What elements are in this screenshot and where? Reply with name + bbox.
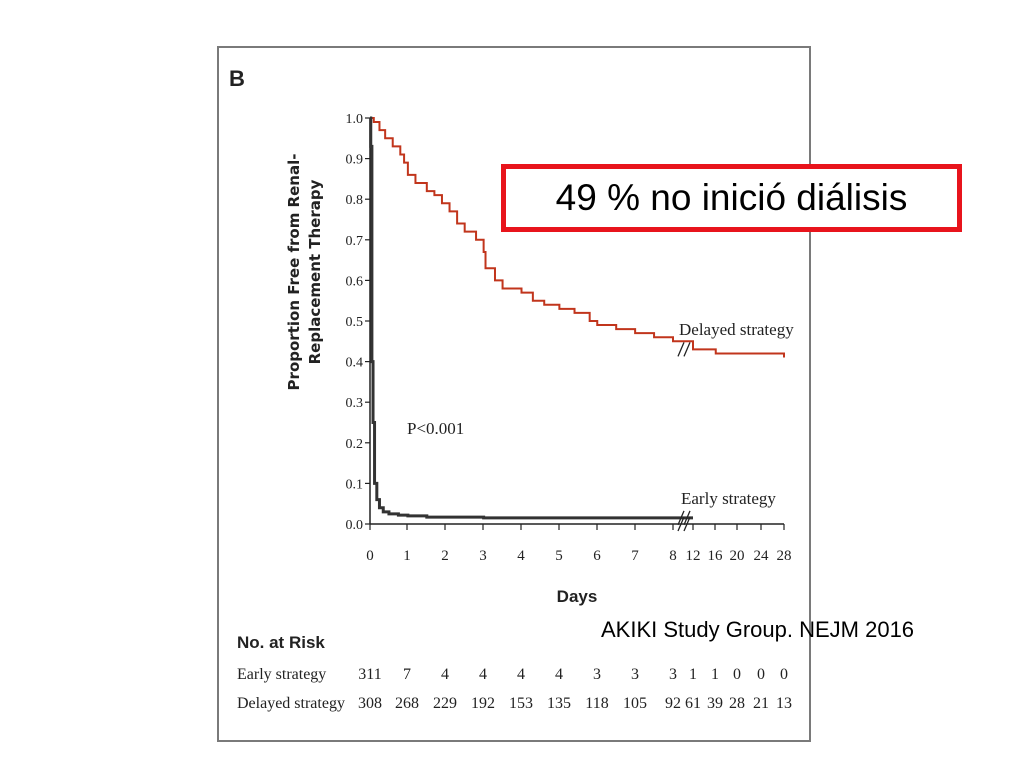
citation-text: AKIKI Study Group. NEJM 2016 — [601, 617, 915, 642]
risk-cell: 13 — [776, 695, 792, 712]
risk-cell: 21 — [753, 695, 769, 712]
delayed-strategy-label: Delayed strategy — [679, 320, 794, 339]
y-tick-label: 0.8 — [346, 193, 364, 208]
risk-cell: 1 — [711, 666, 719, 683]
risk-cell: 268 — [395, 695, 419, 712]
risk-cell: 1 — [689, 666, 697, 683]
panel-label: B — [229, 66, 245, 91]
delayed-axis-break-mark — [677, 342, 685, 357]
x-tick-label: 20 — [730, 548, 745, 564]
x-tick-label: 28 — [777, 548, 792, 564]
risk-cell: 229 — [433, 695, 457, 712]
risk-cell: 3 — [593, 666, 601, 683]
y-tick-label: 0.5 — [346, 315, 364, 330]
x-tick-label: 24 — [754, 548, 770, 564]
callout-box: 49 % no inició diálisis — [501, 164, 962, 232]
delayed-axis-break-mark — [683, 342, 691, 357]
risk-cell: 0 — [757, 666, 765, 683]
figure-panel: B Proportion Free from Renal- Replacemen… — [217, 46, 811, 742]
early-axis-break-mark — [683, 510, 691, 526]
risk-table-title: No. at Risk — [237, 633, 325, 652]
risk-cell: 308 — [358, 695, 382, 712]
risk-cell: 4 — [555, 666, 563, 683]
y-tick-label: 0.4 — [346, 356, 364, 371]
p-value-label: P<0.001 — [407, 419, 464, 438]
risk-cell: 0 — [733, 666, 741, 683]
x-tick-label: 5 — [555, 548, 563, 564]
risk-cell: 192 — [471, 695, 495, 712]
risk-cell: 118 — [585, 695, 608, 712]
early-strategy-line — [369, 116, 693, 520]
risk-row-label: Early strategy — [237, 666, 326, 683]
x-axis-break-mark — [677, 516, 685, 532]
risk-cell: 28 — [729, 695, 745, 712]
y-tick-label: 0.0 — [346, 518, 364, 533]
y-tick-label: 0.9 — [346, 153, 364, 168]
risk-cell: 61 — [685, 695, 701, 712]
risk-cell: 7 — [403, 666, 411, 683]
early-strategy-label: Early strategy — [681, 489, 776, 508]
x-tick-label: 7 — [631, 548, 639, 564]
risk-cell: 3 — [669, 666, 677, 683]
y-tick-label: 0.6 — [346, 274, 364, 289]
x-tick-label: 2 — [441, 548, 449, 564]
risk-cell: 3 — [631, 666, 639, 683]
x-tick-label: 6 — [593, 548, 601, 564]
risk-cell: 0 — [780, 666, 788, 683]
callout-text: 49 % no inició diálisis — [555, 177, 908, 218]
delayed-strategy-line — [370, 117, 785, 358]
risk-cell: 4 — [441, 666, 449, 683]
y-axis-label: Proportion Free from Renal- Replacement … — [285, 154, 324, 391]
x-tick-label: 1 — [403, 548, 411, 564]
x-tick-label: 16 — [708, 548, 724, 564]
x-tick-label: 3 — [479, 548, 487, 564]
early-axis-break-mark — [677, 510, 685, 526]
plot-area: 0.00.10.20.30.40.50.60.70.80.91.00 1 2 3 4 5 6… — [346, 112, 795, 564]
risk-row-label: Delayed strategy — [237, 695, 345, 712]
y-tick-label: 0.2 — [346, 437, 364, 452]
x-axis-break-mark — [683, 516, 691, 532]
y-axis-label-line2: Replacement Therapy — [306, 179, 324, 364]
y-tick-label: 0.7 — [346, 234, 364, 249]
x-tick-label: 4 — [517, 548, 525, 564]
x-tick-label: 12 — [686, 548, 701, 564]
y-tick-label: 1.0 — [346, 112, 364, 127]
risk-cell: 311 — [358, 666, 381, 683]
risk-cell: 105 — [623, 695, 647, 712]
x-tick-label: 0 — [366, 548, 374, 564]
y-tick-label: 0.1 — [346, 477, 364, 492]
x-axis-label: Days — [557, 587, 598, 606]
risk-cell: 4 — [479, 666, 487, 683]
y-tick-label: 0.3 — [346, 396, 364, 411]
risk-cell: 153 — [509, 695, 533, 712]
x-tick-label: 8 — [669, 548, 677, 564]
risk-table: No. at Risk Early strategy 311 7 4 4 4 4 3 3 3 1 1 0… — [237, 633, 792, 712]
y-axis-label-line1: Proportion Free from Renal- — [285, 154, 303, 391]
risk-cell: 135 — [547, 695, 571, 712]
risk-cell: 39 — [707, 695, 723, 712]
risk-cell: 4 — [517, 666, 525, 683]
risk-cell: 92 — [665, 695, 681, 712]
survival-chart: B Proportion Free from Renal- Replacemen… — [229, 66, 795, 712]
